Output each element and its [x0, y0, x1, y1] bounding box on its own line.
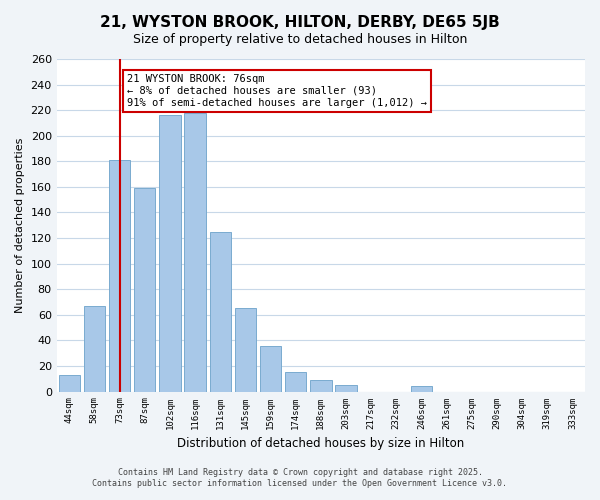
Y-axis label: Number of detached properties: Number of detached properties: [15, 138, 25, 313]
Bar: [209, 232, 231, 392]
Bar: [310, 380, 332, 392]
Bar: [411, 386, 432, 392]
X-axis label: Distribution of detached houses by size in Hilton: Distribution of detached houses by size …: [177, 437, 464, 450]
Text: 21 WYSTON BROOK: 76sqm
← 8% of detached houses are smaller (93)
91% of semi-deta: 21 WYSTON BROOK: 76sqm ← 8% of detached …: [127, 74, 427, 108]
Bar: [335, 385, 356, 392]
Text: 21, WYSTON BROOK, HILTON, DERBY, DE65 5JB: 21, WYSTON BROOK, HILTON, DERBY, DE65 5J…: [100, 15, 500, 30]
Text: Size of property relative to detached houses in Hilton: Size of property relative to detached ho…: [133, 32, 467, 46]
Text: Contains HM Land Registry data © Crown copyright and database right 2025.
Contai: Contains HM Land Registry data © Crown c…: [92, 468, 508, 487]
Bar: [235, 308, 256, 392]
Bar: [84, 306, 105, 392]
Bar: [285, 372, 307, 392]
Bar: [184, 112, 206, 392]
Bar: [109, 160, 130, 392]
Bar: [59, 375, 80, 392]
Bar: [260, 346, 281, 392]
Bar: [159, 116, 181, 392]
Bar: [134, 188, 155, 392]
